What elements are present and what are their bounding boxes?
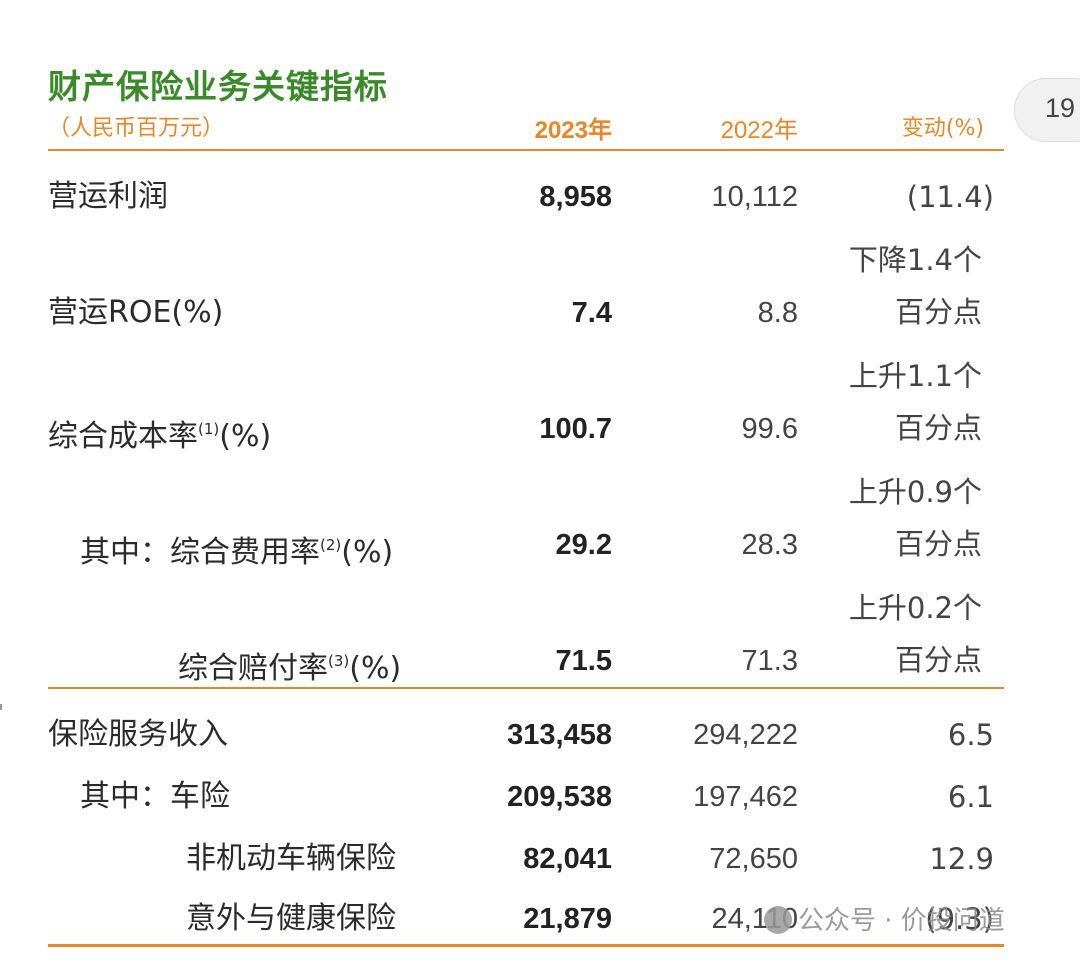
page-number: 19 (1045, 93, 1076, 123)
row-label: 非机动车辆保险 (186, 841, 396, 876)
footnote-ref: (1) (198, 420, 220, 438)
value-2022: 71.3 (741, 645, 798, 677)
label-main: 综合赔付率 (178, 651, 328, 686)
value-2023: 8,958 (539, 181, 612, 213)
value-change: 6.5 (947, 718, 994, 752)
header-2023: 2023年 (534, 117, 612, 144)
change-line-1: 上升0.9个 (848, 475, 982, 509)
page-title: 财产保险业务关键指标 (48, 67, 388, 106)
row-label: 保险服务收入 (48, 717, 228, 752)
label-tail: (%) (219, 419, 272, 454)
footnote-ref: (3) (328, 652, 350, 670)
page-number-tab[interactable]: 19 (1014, 78, 1080, 142)
value-2023: 21,879 (523, 903, 612, 935)
value-2022: 197,462 (693, 781, 798, 813)
change-note: 上升0.2个 百分点 (782, 582, 982, 686)
value-2023: 100.7 (539, 413, 612, 445)
row-label: 意外与健康保险 (186, 901, 396, 936)
value-2023: 71.5 (555, 645, 612, 677)
table-row: 其中：车险 209,538 197,462 6.1 (0, 772, 1080, 822)
value-change: (9.3) (925, 902, 994, 936)
value-2023: 209,538 (507, 781, 612, 813)
value-2023: 82,041 (523, 843, 612, 875)
label-tail: (%) (349, 651, 402, 686)
footnote-ref: (2) (320, 536, 342, 554)
label-prefix: 其中： (80, 779, 170, 814)
change-line-1: 下降1.4个 (848, 243, 982, 277)
row-label: 其中：车险 (80, 772, 230, 822)
value-2022: 99.6 (741, 413, 798, 445)
header-change: 变动(%) (901, 116, 984, 141)
row-label: 综合成本率(1)(%) (48, 404, 271, 462)
row-label: 综合赔付率(3)(%) (178, 636, 401, 694)
value-2022: 294,222 (693, 719, 798, 751)
label-main: 综合费用率 (170, 535, 320, 570)
table-row: 其中：综合费用率(2)(%) 29.2 28.3 (0, 520, 1080, 570)
table-row: 保险服务收入 313,458 294,222 6.5 (0, 710, 1080, 760)
header-2022: 2022年 (720, 117, 798, 144)
watermark-text: 公众号 · 价投问道 (798, 906, 1005, 936)
label-prefix: 其中： (80, 535, 170, 570)
wechat-icon (764, 906, 792, 934)
row-label: 其中：综合费用率(2)(%) (80, 520, 393, 578)
change-note: 上升0.9个 百分点 (782, 466, 982, 570)
table-row: 营运利润 8,958 10,112 (11.4) (0, 172, 1080, 222)
row-label: 营运利润 (48, 179, 168, 214)
value-2022: 8.8 (757, 297, 798, 329)
change-line-2: 百分点 (894, 643, 982, 677)
change-line-2: 百分点 (894, 295, 982, 329)
edge-mark (0, 704, 2, 710)
label-main: 车险 (170, 779, 230, 814)
change-line-2: 百分点 (894, 527, 982, 561)
header-divider (48, 149, 1004, 151)
value-2022: 28.3 (741, 529, 798, 561)
label-main: 综合成本率 (48, 419, 198, 454)
value-2023: 29.2 (555, 529, 612, 561)
watermark: 公众号 · 价投问道 (764, 900, 1005, 937)
value-2022: 10,112 (711, 181, 798, 213)
table-row: 综合成本率(1)(%) 100.7 99.6 (0, 404, 1080, 454)
row-label: 营运ROE(%) (48, 295, 224, 330)
value-change: 6.1 (947, 780, 994, 814)
table-row: 意外与健康保险 21,879 24,110 (9.3) (0, 894, 1080, 944)
table-row: 营运ROE(%) 7.4 8.8 (0, 288, 1080, 338)
section-divider (48, 687, 1004, 689)
value-2022: 72,650 (709, 843, 798, 875)
change-note: 上升1.1个 百分点 (782, 350, 982, 454)
change-line-2: 百分点 (894, 411, 982, 445)
value-change: 12.9 (929, 842, 994, 876)
change-note: 下降1.4个 百分点 (782, 234, 982, 338)
change-line-1: 上升1.1个 (848, 359, 982, 393)
table-row: 非机动车辆保险 82,041 72,650 12.9 (0, 834, 1080, 884)
value-change: (11.4) (906, 180, 994, 214)
table-bottom-rule (48, 944, 1004, 947)
value-2023: 313,458 (507, 719, 612, 751)
header-unit: （人民币百万元） (48, 116, 225, 141)
table-row: 综合赔付率(3)(%) 71.5 71.3 (0, 636, 1080, 686)
label-tail: (%) (341, 535, 394, 570)
change-line-1: 上升0.2个 (848, 591, 982, 625)
value-2023: 7.4 (571, 297, 612, 329)
